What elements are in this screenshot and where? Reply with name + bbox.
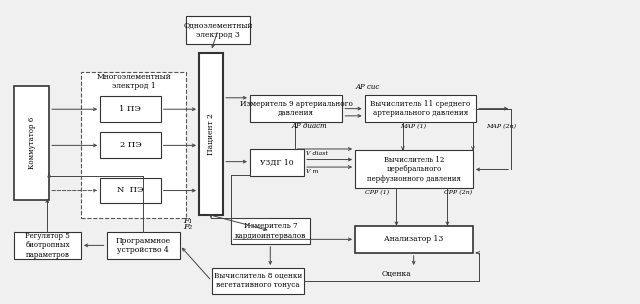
Text: AP диаст: AP диаст xyxy=(291,123,327,130)
FancyBboxPatch shape xyxy=(355,150,473,188)
Text: Оценка: Оценка xyxy=(381,270,412,278)
Text: 2 ПЭ: 2 ПЭ xyxy=(120,141,141,149)
Text: Вычислитель 11 среднего
артериального давления: Вычислитель 11 среднего артериального да… xyxy=(370,100,470,117)
Text: MAP (2n): MAP (2n) xyxy=(486,124,516,129)
Text: Измеритель 7
кардиоинтервалов: Измеритель 7 кардиоинтервалов xyxy=(235,223,307,240)
Text: V m: V m xyxy=(306,169,318,174)
Text: N  ПЭ: N ПЭ xyxy=(117,186,143,194)
Text: MAP (1): MAP (1) xyxy=(399,124,426,129)
FancyBboxPatch shape xyxy=(250,95,342,122)
Text: Пациент 2: Пациент 2 xyxy=(207,113,215,155)
FancyBboxPatch shape xyxy=(14,86,49,200)
FancyBboxPatch shape xyxy=(100,133,161,158)
FancyBboxPatch shape xyxy=(250,149,304,176)
Text: V diast: V diast xyxy=(306,151,328,156)
Text: CPP (2n): CPP (2n) xyxy=(444,190,472,195)
Text: Анализатор 13: Анализатор 13 xyxy=(384,235,444,244)
FancyBboxPatch shape xyxy=(81,72,186,218)
FancyBboxPatch shape xyxy=(212,268,304,294)
FancyBboxPatch shape xyxy=(100,96,161,122)
Text: Измеритель 9 артериального
давления: Измеритель 9 артериального давления xyxy=(239,100,353,117)
FancyBboxPatch shape xyxy=(231,218,310,244)
Text: F₁: F₁ xyxy=(183,217,192,225)
Text: Многоэлементный
электрод 1: Многоэлементный электрод 1 xyxy=(97,73,172,90)
FancyBboxPatch shape xyxy=(365,95,476,122)
Text: Регулятор 5
биотропных
параметров: Регулятор 5 биотропных параметров xyxy=(25,232,70,259)
Text: Программное
устройство 4: Программное устройство 4 xyxy=(116,237,171,254)
FancyBboxPatch shape xyxy=(355,226,473,253)
Text: CPP (1): CPP (1) xyxy=(365,190,389,195)
FancyBboxPatch shape xyxy=(106,232,180,259)
Text: AP сис: AP сис xyxy=(355,83,380,91)
Text: Вычислитель 8 оценки
вегетативного тонуса: Вычислитель 8 оценки вегетативного тонус… xyxy=(214,272,302,289)
Text: Одноэлементный
электрод 3: Одноэлементный электрод 3 xyxy=(183,21,253,39)
FancyBboxPatch shape xyxy=(186,16,250,43)
Text: Вычислитель 12
церебрального
перфузионного давления: Вычислитель 12 церебрального перфузионно… xyxy=(367,156,461,182)
Text: Коммутатор 6: Коммутатор 6 xyxy=(28,117,36,169)
Text: F₂: F₂ xyxy=(183,223,192,231)
Text: 1 ПЭ: 1 ПЭ xyxy=(120,105,141,113)
FancyBboxPatch shape xyxy=(199,53,223,215)
FancyBboxPatch shape xyxy=(100,178,161,203)
Text: УЗДГ 10: УЗДГ 10 xyxy=(260,159,294,167)
FancyBboxPatch shape xyxy=(14,232,81,259)
